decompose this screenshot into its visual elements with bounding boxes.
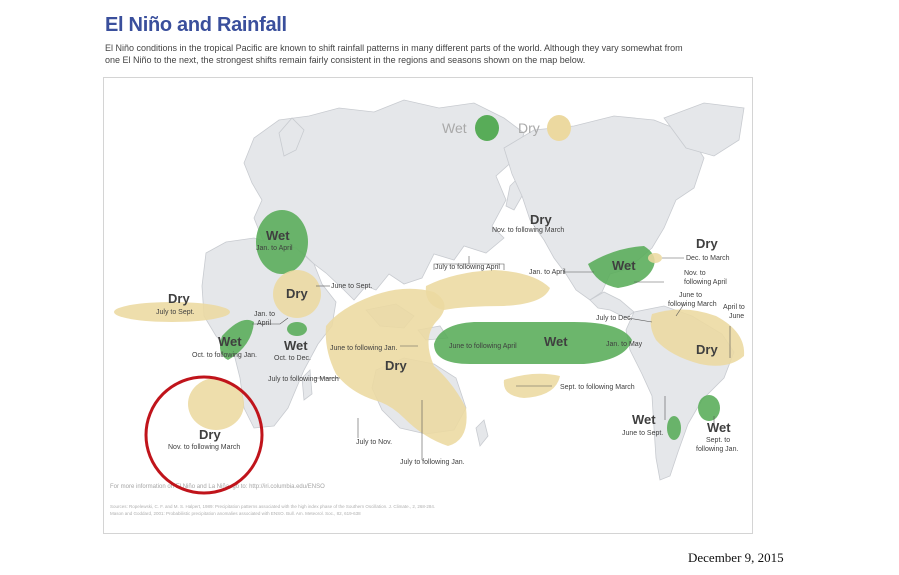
label-us-south-wet-season-right2: following April <box>684 279 727 286</box>
label-west-africa-season: July to Sept. <box>156 309 195 316</box>
label-east-africa-wet: Wet <box>266 228 290 243</box>
map-credits: For more information on El Niño and La N… <box>110 484 435 516</box>
credit-sources-line1: Sources: Ropelewski, C. F. and M. S. Hal… <box>110 504 435 509</box>
label-north-america-dry-season: Nov. to following March <box>492 227 564 234</box>
label-us-east-dry: Dry <box>696 236 718 251</box>
label-north-america-dry: Dry <box>530 212 552 227</box>
label-us-east-dry-season: Dec. to March <box>686 255 730 262</box>
label-southern-africa-dry-season: Nov. to following March <box>168 444 240 451</box>
wet-blob-argentina <box>698 395 720 421</box>
dry-blob-northern-south-america <box>650 309 745 366</box>
label-indonesia-season-bottom2: July to following Jan. <box>400 459 465 466</box>
map-legend: Wet Dry <box>442 115 571 141</box>
wet-blob-central-africa <box>220 319 254 360</box>
label-chile-wet-season: June to Sept. <box>622 430 663 437</box>
wet-blob-east-africa-small <box>287 322 307 336</box>
scandinavia-landmass <box>278 117 305 157</box>
greenland-landmass <box>663 102 745 157</box>
label-pacific-wet-season-left: June to following April <box>449 343 517 350</box>
page-subtitle: El Niño conditions in the tropical Pacif… <box>105 42 765 66</box>
legend-wet-swatch <box>475 115 499 141</box>
wet-blob-us-south <box>588 246 655 288</box>
dry-blob-west-africa <box>114 302 230 322</box>
label-argentina-wet-season2: following Jan. <box>696 446 738 453</box>
world-map: Wet Dry Wet <box>103 77 753 534</box>
wet-blob-east-europe <box>256 210 308 274</box>
subtitle-line-2: one El Niño to the next, the strongest s… <box>105 55 586 65</box>
map-canvas: Wet Dry Wet <box>110 99 745 516</box>
dry-blob-southern-africa <box>188 378 244 430</box>
page-title: El Niño and Rainfall <box>105 14 287 36</box>
label-argentina-wet-season1: Sept. to <box>706 437 730 444</box>
madagascar-landmass <box>301 369 313 401</box>
dry-blob-pacific-north <box>425 270 550 310</box>
label-central-africa-wet-season: Oct. to following Jan. <box>192 352 257 359</box>
label-horn-africa-season-top: June to Sept. <box>331 283 372 290</box>
legend-wet-label: Wet <box>442 120 467 136</box>
label-indonesia-dry: Dry <box>385 358 407 373</box>
label-central-america-season2: following March <box>668 301 717 308</box>
label-us-south-wet-season-left: Jan. to April <box>529 269 566 276</box>
label-chile-wet: Wet <box>632 412 656 427</box>
credit-more-info: For more information on El Niño and La N… <box>110 484 325 490</box>
central-america-landmass <box>589 291 635 319</box>
label-brazil-dry-season1: April to <box>723 304 745 311</box>
label-horn-africa-season-left2: April <box>257 320 271 327</box>
label-southern-africa-dry: Dry <box>199 427 221 442</box>
label-pacific-wet: Wet <box>544 334 568 349</box>
credit-sources-line2: Mason and Goddard, 2001: Probabilistic p… <box>110 511 361 516</box>
wet-blob-equatorial-pacific <box>434 322 632 364</box>
label-us-south-wet: Wet <box>612 258 636 273</box>
label-east-africa-wet-small-season: Oct. to Dec. <box>274 355 311 362</box>
footer-date: December 9, 2015 <box>688 550 784 565</box>
label-east-africa-wet-season: Jan. to April <box>256 245 293 252</box>
legend-dry-swatch <box>547 115 571 141</box>
label-central-africa-wet: Wet <box>218 334 242 349</box>
label-pacific-dry-season: July to following April <box>435 264 500 271</box>
label-horn-africa-season-left: Jan. to <box>254 311 275 318</box>
leader-lines <box>252 256 731 460</box>
subtitle-line-1: El Niño conditions in the tropical Pacif… <box>105 43 683 53</box>
label-east-africa-wet-small: Wet <box>284 338 308 353</box>
label-indonesia-season-top: June to following Jan. <box>330 345 397 352</box>
label-central-america-season3: July to Dec. <box>596 315 633 322</box>
highlight-circle <box>144 375 264 495</box>
label-brazil-dry-season2: June <box>729 313 744 320</box>
dry-blob-us-east <box>648 253 662 263</box>
label-indonesia-season-left: July to following March <box>268 376 339 383</box>
label-central-america-season1: June to <box>679 292 702 299</box>
dry-blob-horn-africa <box>273 270 321 318</box>
wet-blob-chile <box>667 416 681 440</box>
label-south-pacific-season: Sept. to following March <box>560 384 635 391</box>
label-west-africa-dry: Dry <box>168 291 190 306</box>
region-labels: Wet Jan. to April Dry June to Sept. Jan.… <box>156 212 745 466</box>
label-pacific-wet-season-right: Jan. to May <box>606 341 643 348</box>
legend-dry-label: Dry <box>518 120 540 136</box>
label-horn-africa-dry: Dry <box>286 286 308 301</box>
label-indonesia-season-bottom1: July to Nov. <box>356 439 392 446</box>
label-us-south-wet-season-right1: Nov. to <box>684 270 706 277</box>
label-brazil-dry: Dry <box>696 342 718 357</box>
new-zealand-landmass <box>475 419 489 447</box>
label-argentina-wet: Wet <box>707 420 731 435</box>
dry-blob-maritime-continent <box>325 288 467 446</box>
